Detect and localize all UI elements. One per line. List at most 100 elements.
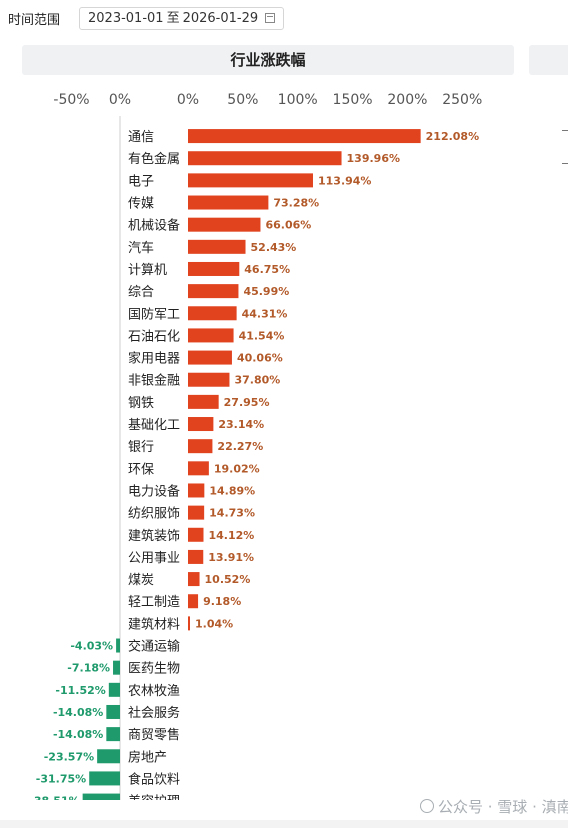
category-label: 建筑材料 xyxy=(128,616,180,632)
value-label: 14.12% xyxy=(208,529,254,542)
bar-positive xyxy=(188,284,239,299)
category-label: 电子 xyxy=(128,174,154,189)
value-label: 22.27% xyxy=(217,440,263,453)
category-label: 非银金融 xyxy=(128,373,180,389)
bar-positive xyxy=(188,527,204,542)
value-label: 37.80% xyxy=(234,374,280,387)
watermark-text: 公众号 · 雪球 · 滇南王 xyxy=(438,798,568,816)
second-panel-header xyxy=(529,45,568,75)
value-label: 41.54% xyxy=(239,329,285,342)
category-label: 有色金属 xyxy=(128,151,180,167)
category-label: 汽车 xyxy=(128,240,154,256)
value-label: -23.57% xyxy=(44,750,94,763)
value-label: -38.51% xyxy=(29,795,79,800)
category-label: 社会服务 xyxy=(128,705,180,721)
category-label: 公用事业 xyxy=(128,551,180,566)
filter-bar: 时间范围 2023-01-01 至 2026-01-29 xyxy=(0,0,568,38)
tick-label: 150% xyxy=(333,92,373,108)
bar-positive xyxy=(188,549,204,564)
value-label: -11.52% xyxy=(55,684,105,697)
bar-positive xyxy=(188,195,269,210)
value-label: 13.91% xyxy=(208,551,254,564)
value-label: 66.06% xyxy=(265,219,311,232)
bar-positive xyxy=(188,461,209,476)
bar-positive xyxy=(188,616,190,631)
value-label: 10.52% xyxy=(205,573,251,586)
value-label: -31.75% xyxy=(36,772,86,785)
value-label: -4.03% xyxy=(70,640,113,653)
category-label: 通信 xyxy=(128,130,154,145)
bar-positive xyxy=(188,328,234,343)
tick-label: -50% xyxy=(53,92,89,108)
tick-label: 250% xyxy=(442,92,482,108)
tick-label: 0% xyxy=(109,92,131,108)
value-label: 44.31% xyxy=(242,307,288,320)
value-label: 139.96% xyxy=(347,152,400,165)
bar-positive xyxy=(188,417,214,432)
value-label: 14.89% xyxy=(209,484,255,497)
category-label: 基础化工 xyxy=(128,418,180,433)
value-label: 212.08% xyxy=(426,130,479,143)
bar-positive xyxy=(188,350,232,365)
category-label: 建筑装饰 xyxy=(128,528,180,544)
value-label: 19.02% xyxy=(214,462,260,475)
value-label: 14.73% xyxy=(209,507,255,520)
value-label: 46.75% xyxy=(244,263,290,276)
bar-positive xyxy=(188,261,240,276)
value-label: 23.14% xyxy=(218,418,264,431)
category-label: 轻工制造 xyxy=(128,595,180,610)
value-label: 9.18% xyxy=(203,595,241,608)
tick-label: 200% xyxy=(387,92,427,108)
bar-negative xyxy=(108,682,120,697)
category-label: 机械设备 xyxy=(128,218,180,234)
category-label: 传媒 xyxy=(128,197,154,212)
value-label: -14.08% xyxy=(53,706,103,719)
bar-positive xyxy=(188,483,205,498)
bar-positive xyxy=(188,129,421,144)
bar-positive xyxy=(188,505,205,520)
bar-positive xyxy=(188,217,261,232)
category-label: 银行 xyxy=(128,440,154,455)
category-label: 农林牧渔 xyxy=(128,684,180,699)
bar-negative xyxy=(97,749,120,764)
bar-positive xyxy=(188,372,230,387)
date-range-picker[interactable]: 2023-01-01 至 2026-01-29 xyxy=(79,7,284,30)
bar-negative xyxy=(106,704,120,719)
value-label: -14.08% xyxy=(53,728,103,741)
bar-positive xyxy=(188,173,313,188)
bar-positive xyxy=(188,151,342,166)
value-label: 40.06% xyxy=(237,352,283,365)
value-label: -7.18% xyxy=(67,662,110,675)
value-label: 113.94% xyxy=(318,174,371,187)
watermark: 公众号 · 雪球 · 滇南王 xyxy=(420,796,568,817)
value-label: 27.95% xyxy=(224,396,270,409)
category-label: 国防军工 xyxy=(128,306,180,322)
category-label: 环保 xyxy=(128,462,154,477)
start-date: 2023-01-01 xyxy=(88,11,164,26)
category-label: 煤炭 xyxy=(128,573,154,588)
tick-label: 100% xyxy=(278,92,318,108)
value-label: 45.99% xyxy=(243,285,289,298)
category-label: 纺织服饰 xyxy=(128,507,180,522)
panel-title: 行业涨跌幅 xyxy=(22,45,514,75)
tick-label: 50% xyxy=(227,92,258,108)
value-label: 52.43% xyxy=(251,241,297,254)
bar-negative xyxy=(106,727,120,742)
end-date: 2026-01-29 xyxy=(182,11,259,26)
date-separator: 至 xyxy=(166,11,180,26)
bar-negative xyxy=(82,793,120,800)
category-label: 交通运输 xyxy=(128,639,180,655)
industry-change-chart: -50% 0% 0% 50% 100% 150% 200% 250% 通信 212.08% 有色金属… xyxy=(29,92,482,800)
calendar-icon[interactable] xyxy=(265,13,275,23)
edge-tick xyxy=(562,130,568,131)
category-label: 综合 xyxy=(128,285,154,300)
category-label: 计算机 xyxy=(128,263,167,278)
wechat-icon xyxy=(420,799,434,813)
category-label: 电力设备 xyxy=(128,483,180,499)
bar-positive xyxy=(188,594,199,609)
category-label: 美容护理 xyxy=(128,794,180,800)
value-label: 73.28% xyxy=(273,197,319,210)
category-label: 房地产 xyxy=(128,749,167,765)
category-label: 家用电器 xyxy=(128,351,180,367)
category-label: 石油石化 xyxy=(128,329,180,344)
